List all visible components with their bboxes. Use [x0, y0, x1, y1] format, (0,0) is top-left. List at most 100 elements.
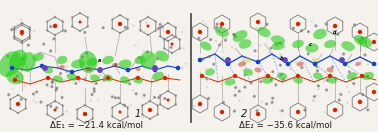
Circle shape: [146, 22, 147, 23]
Circle shape: [225, 37, 226, 38]
Ellipse shape: [57, 56, 67, 64]
Circle shape: [257, 112, 259, 113]
Ellipse shape: [102, 56, 114, 64]
Circle shape: [333, 30, 334, 31]
Circle shape: [66, 111, 67, 112]
Circle shape: [276, 77, 277, 78]
Ellipse shape: [238, 61, 246, 67]
Circle shape: [296, 110, 299, 114]
Ellipse shape: [232, 30, 247, 42]
Circle shape: [318, 88, 319, 89]
Circle shape: [296, 25, 298, 26]
Circle shape: [234, 74, 237, 77]
Circle shape: [156, 58, 158, 60]
Circle shape: [257, 21, 259, 23]
Circle shape: [46, 114, 48, 115]
Circle shape: [87, 17, 88, 18]
Circle shape: [14, 36, 15, 37]
Circle shape: [166, 30, 169, 34]
Ellipse shape: [43, 66, 53, 74]
Text: ΔE₂ = −35.6 kcal/mol: ΔE₂ = −35.6 kcal/mol: [239, 120, 332, 129]
Circle shape: [225, 28, 226, 29]
Circle shape: [307, 53, 309, 55]
Circle shape: [84, 32, 86, 33]
Circle shape: [367, 109, 369, 111]
Ellipse shape: [324, 40, 336, 48]
Circle shape: [54, 16, 56, 18]
Circle shape: [167, 99, 169, 101]
Circle shape: [161, 26, 163, 28]
Circle shape: [340, 93, 341, 94]
Circle shape: [276, 57, 277, 58]
Circle shape: [254, 50, 256, 52]
Circle shape: [266, 23, 268, 25]
Ellipse shape: [347, 72, 357, 80]
Circle shape: [46, 21, 48, 22]
Ellipse shape: [85, 67, 90, 71]
Circle shape: [270, 47, 272, 49]
Circle shape: [103, 79, 105, 81]
Circle shape: [9, 99, 11, 100]
Ellipse shape: [59, 65, 65, 69]
Circle shape: [221, 23, 223, 25]
Ellipse shape: [136, 67, 141, 71]
Circle shape: [62, 114, 64, 115]
Circle shape: [340, 93, 342, 95]
Circle shape: [51, 86, 53, 88]
Circle shape: [164, 77, 166, 79]
Circle shape: [54, 25, 56, 27]
Circle shape: [143, 94, 145, 96]
Circle shape: [233, 34, 235, 36]
Circle shape: [84, 113, 86, 115]
Circle shape: [312, 100, 313, 101]
Circle shape: [257, 112, 260, 116]
Ellipse shape: [215, 27, 229, 37]
Circle shape: [11, 29, 13, 30]
Circle shape: [112, 28, 113, 29]
Circle shape: [142, 114, 143, 115]
Circle shape: [125, 82, 127, 84]
Circle shape: [223, 102, 225, 103]
Ellipse shape: [239, 39, 251, 49]
Circle shape: [347, 86, 348, 88]
Circle shape: [167, 31, 169, 33]
Circle shape: [20, 98, 22, 100]
Circle shape: [332, 66, 333, 68]
Circle shape: [260, 81, 262, 83]
Circle shape: [198, 58, 201, 62]
Circle shape: [223, 51, 224, 52]
Ellipse shape: [358, 36, 372, 48]
Circle shape: [29, 38, 30, 39]
Circle shape: [119, 111, 121, 113]
Text: 2: 2: [241, 109, 247, 119]
Circle shape: [119, 14, 121, 16]
Circle shape: [160, 36, 161, 37]
Circle shape: [171, 52, 173, 54]
Circle shape: [8, 94, 9, 96]
Circle shape: [297, 23, 299, 25]
Ellipse shape: [271, 42, 284, 50]
Circle shape: [353, 83, 355, 84]
Circle shape: [304, 109, 306, 111]
Circle shape: [54, 25, 56, 27]
Circle shape: [226, 62, 229, 66]
Circle shape: [281, 110, 283, 112]
Circle shape: [93, 88, 95, 90]
Circle shape: [221, 111, 223, 113]
Circle shape: [90, 69, 91, 71]
Circle shape: [167, 108, 169, 110]
Circle shape: [183, 47, 184, 49]
Circle shape: [127, 116, 129, 117]
Circle shape: [349, 92, 350, 93]
Circle shape: [147, 25, 149, 27]
Circle shape: [79, 12, 81, 14]
Ellipse shape: [244, 57, 252, 63]
Circle shape: [29, 75, 31, 76]
Ellipse shape: [254, 67, 262, 73]
Circle shape: [280, 110, 281, 111]
Circle shape: [107, 77, 110, 79]
Circle shape: [22, 58, 24, 60]
Circle shape: [268, 52, 270, 53]
Circle shape: [145, 31, 146, 32]
Circle shape: [220, 44, 222, 45]
